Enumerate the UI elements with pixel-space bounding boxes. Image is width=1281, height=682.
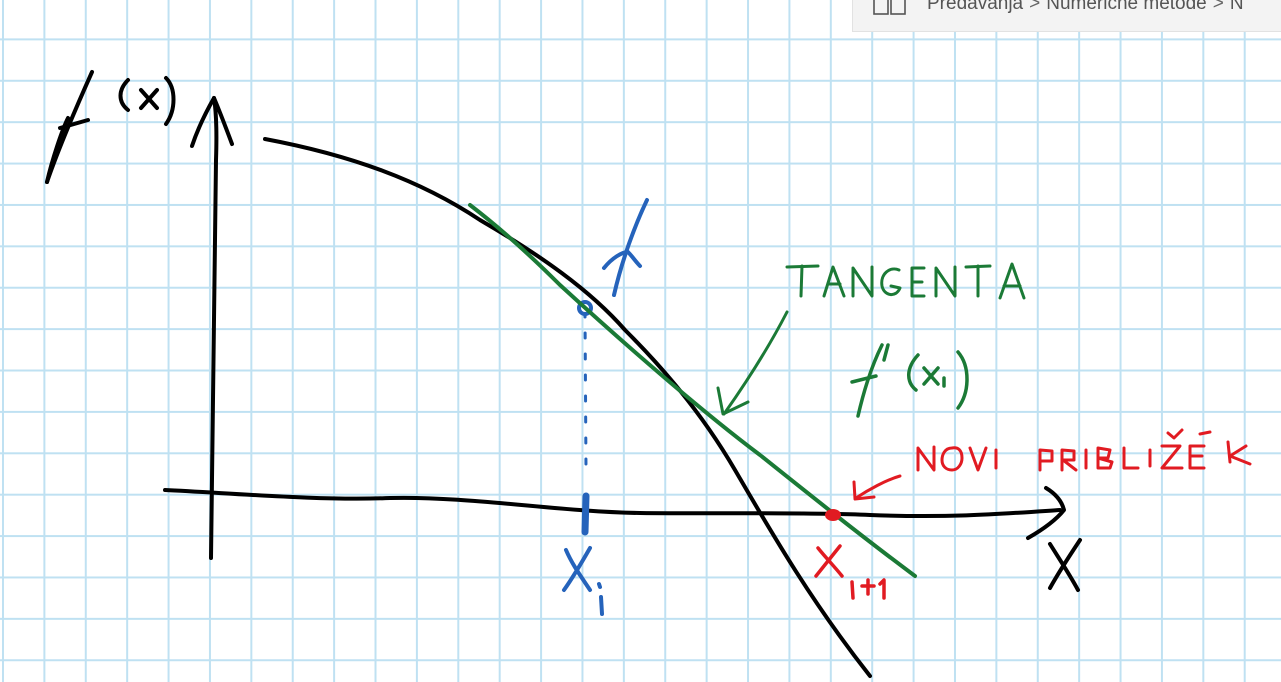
y-axis-label-text: f(x)	[60, 102, 74, 113]
new-approximation-point	[825, 509, 841, 521]
y-axis	[190, 96, 234, 560]
breadcrumb-path: Predavanja > Numerične metode > N	[927, 0, 1244, 16]
new-approx-arrow	[852, 474, 902, 501]
x-axis-label	[1048, 538, 1082, 592]
breadcrumb-item-current[interactable]: N	[1229, 0, 1244, 14]
point-label-text: f	[610, 242, 613, 253]
breadcrumb-item-numericne-metode[interactable]: Numerične metode	[1046, 0, 1207, 14]
x-i-label	[562, 546, 604, 616]
y-axis-label	[45, 70, 176, 184]
x-next-label	[814, 544, 886, 600]
breadcrumb-item-predavanja[interactable]: Predavanja	[927, 0, 1024, 14]
function-curve	[263, 137, 872, 678]
derivative-label	[850, 343, 969, 418]
projection-line	[583, 310, 588, 472]
x-axis	[163, 486, 1066, 540]
breadcrumb-separator: >	[1212, 0, 1224, 14]
breadcrumb-separator: >	[1029, 0, 1041, 14]
tangent-line	[468, 203, 917, 578]
x-i-tick	[581, 492, 590, 536]
breadcrumb: Predavanja > Numerične metode > N	[852, 0, 1281, 32]
tangent-arrow	[716, 310, 789, 416]
tangent-label	[785, 262, 1026, 300]
notebook-icon	[873, 0, 906, 15]
point-label	[602, 198, 649, 297]
new-approximation-label	[916, 428, 1252, 472]
